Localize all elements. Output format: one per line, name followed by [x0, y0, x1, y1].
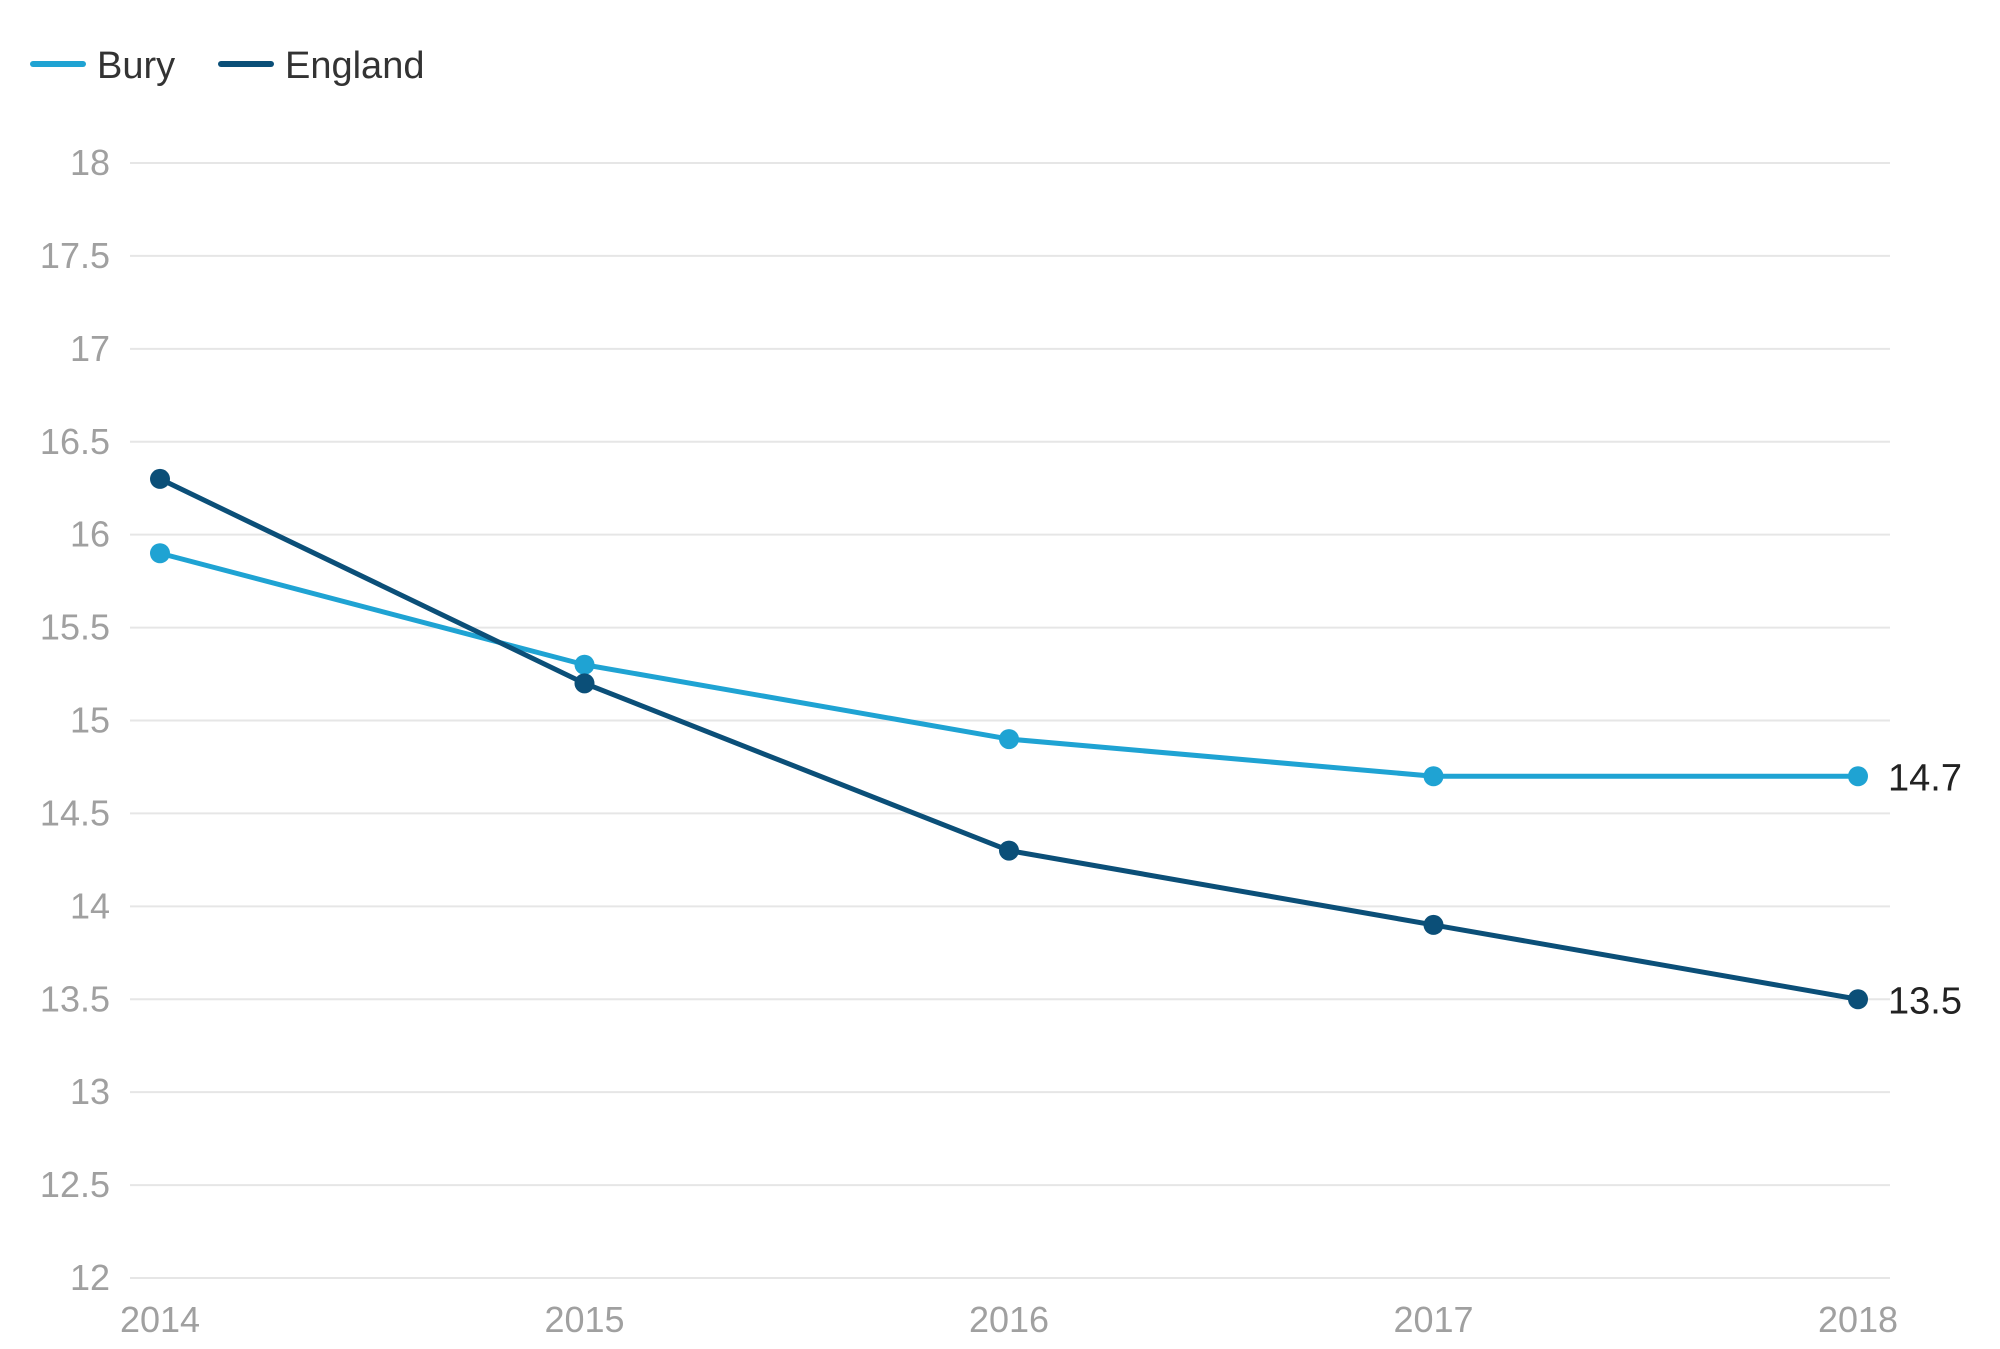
legend-label-bury: Bury [97, 45, 175, 87]
end-label-england: 13.5 [1888, 980, 1962, 1022]
legend: Bury England [30, 45, 424, 87]
y-axis-ticks: 18 17.5 17 16.5 16 15.5 15 14.5 14 13.5 13 12.5 12 [40, 142, 110, 1298]
y-tick-label: 12.5 [40, 1164, 110, 1205]
y-tick-label: 14.5 [40, 792, 110, 833]
x-tick-label: 2017 [1393, 1299, 1473, 1340]
y-tick-label: 15 [70, 700, 110, 741]
x-axis-ticks: 2014 2015 2016 2017 2018 [120, 1299, 1898, 1340]
y-tick-label: 17 [70, 328, 110, 369]
data-point-bury [1423, 766, 1444, 787]
y-tick-label: 13.5 [40, 978, 110, 1019]
legend-label-england: England [285, 45, 424, 87]
y-tick-label: 13 [70, 1071, 110, 1112]
y-tick-label: 17.5 [40, 235, 110, 276]
y-tick-label: 16 [70, 514, 110, 555]
data-point-bury [999, 729, 1019, 750]
y-tick-label: 18 [70, 142, 110, 183]
y-tick-label: 16.5 [40, 421, 110, 462]
data-point-england [1423, 914, 1444, 935]
end-label-bury: 14.7 [1888, 757, 1962, 799]
data-point-bury [150, 543, 170, 564]
end-labels: 14.7 13.5 [1888, 757, 1962, 1022]
data-point-england [999, 840, 1019, 861]
x-tick-label: 2018 [1818, 1299, 1898, 1340]
data-point-bury [1848, 766, 1868, 787]
data-point-england [1848, 989, 1868, 1010]
x-tick-label: 2015 [544, 1299, 624, 1340]
x-tick-label: 2014 [120, 1299, 200, 1340]
data-point-bury [574, 654, 595, 675]
x-tick-label: 2016 [969, 1299, 1049, 1340]
series-layer [150, 468, 1868, 1010]
data-point-england [574, 673, 595, 694]
y-tick-label: 14 [70, 885, 110, 926]
data-point-england [150, 468, 170, 489]
y-tick-label: 15.5 [40, 607, 110, 648]
gridlines [130, 162, 1890, 1279]
y-tick-label: 12 [70, 1257, 110, 1298]
